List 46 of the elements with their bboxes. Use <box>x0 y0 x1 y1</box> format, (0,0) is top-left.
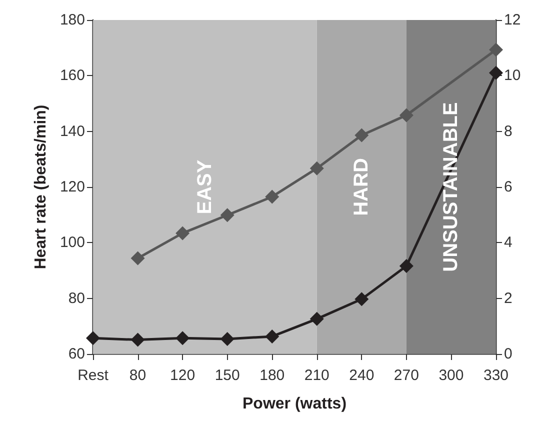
x-tick-label: 120 <box>170 367 196 384</box>
y-tick-label: 140 <box>60 122 85 140</box>
band-label: UNSUSTAINABLE <box>440 102 462 272</box>
x-tick-label: 210 <box>304 367 330 384</box>
x-tick-label: 80 <box>129 367 146 384</box>
point <box>220 332 234 346</box>
y2-tick-label: 4 <box>504 234 512 252</box>
x-tick-label: 330 <box>483 367 509 384</box>
x-axis-title: Power (watts) <box>242 396 347 412</box>
point <box>489 66 503 80</box>
point <box>220 208 234 222</box>
x-tick-label: 300 <box>438 367 464 384</box>
point <box>176 331 190 346</box>
point <box>130 332 145 347</box>
point <box>86 331 100 346</box>
y-tick-label: 160 <box>60 67 85 84</box>
y-tick-label: 80 <box>68 290 85 307</box>
y-tick-label: 100 <box>60 234 85 252</box>
point <box>399 108 414 122</box>
point <box>489 42 503 57</box>
point <box>265 190 280 204</box>
point <box>354 128 369 142</box>
y-axis-title: Heart rate (beats/min) <box>32 104 50 270</box>
point <box>130 251 145 266</box>
point <box>310 161 324 176</box>
point <box>354 292 369 306</box>
y2-tick-label: 2 <box>504 290 512 307</box>
y2-tick-label: 12 <box>504 12 521 28</box>
y-tick-label: 180 <box>60 12 85 28</box>
y2-tick-label: 8 <box>504 122 512 140</box>
x-tick-label: Rest <box>78 367 110 384</box>
point <box>399 259 414 274</box>
band-label: HARD <box>350 158 373 216</box>
y2-tick-label: 6 <box>504 178 512 196</box>
x-tick-label: 150 <box>214 367 240 384</box>
point <box>310 312 324 326</box>
y2-tick-label: 10 <box>504 67 521 84</box>
band-label: EASY <box>194 159 216 214</box>
y2-tick-label: 0 <box>504 346 512 362</box>
x-tick-label: 180 <box>260 367 285 384</box>
x-tick-label: 240 <box>349 367 374 384</box>
point <box>176 226 190 240</box>
point <box>265 329 280 344</box>
y-tick-label: 60 <box>68 346 85 362</box>
y-tick-label: 120 <box>60 178 85 196</box>
x-tick-label: 270 <box>394 367 419 384</box>
